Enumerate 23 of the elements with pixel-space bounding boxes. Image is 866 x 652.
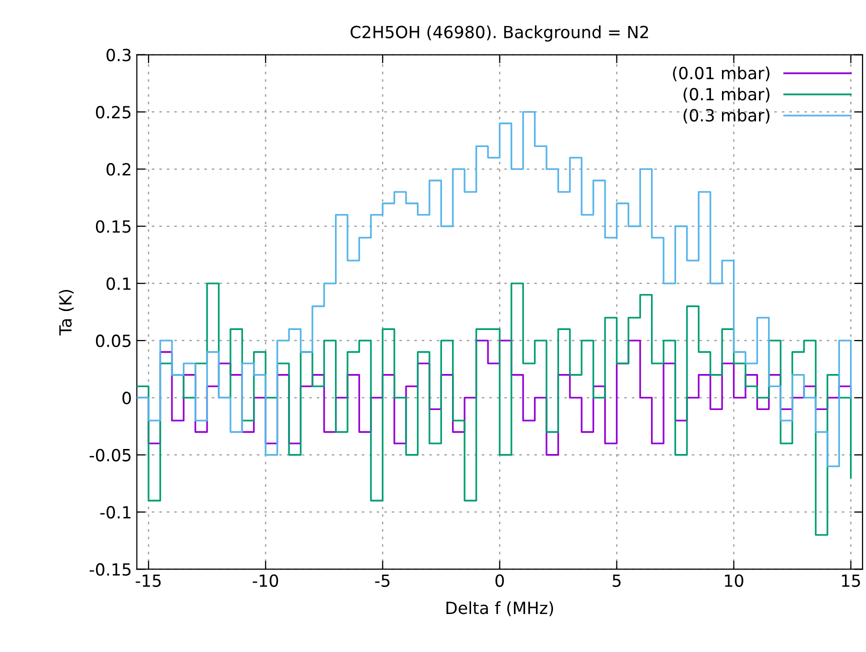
y-tick-label: 0.25 xyxy=(96,106,131,118)
y-tick-label: -0.05 xyxy=(90,448,131,462)
legend-label: (0.01 mbar) xyxy=(673,66,770,82)
y-tick-label: 0.2 xyxy=(106,163,130,176)
x-tick-label: 0 xyxy=(495,574,504,587)
x-tick-label: 10 xyxy=(725,574,744,587)
y-tick-label: 0.3 xyxy=(106,48,131,62)
y-tick-label: 0.15 xyxy=(96,220,131,233)
x-tick-label: -15 xyxy=(136,574,161,587)
legend-label: (0.3 mbar) xyxy=(684,108,770,124)
x-tick-label: 15 xyxy=(842,574,860,587)
x-tick-label: -10 xyxy=(252,574,278,587)
chart-title: C2H5OH (46980). Background = N2 xyxy=(350,25,648,42)
legend-label: (0.1 mbar) xyxy=(684,88,770,102)
x-axis-title: Delta f (MHz) xyxy=(446,601,554,616)
y-tick-label: 0.05 xyxy=(96,334,131,348)
y-tick-label: 0.1 xyxy=(106,277,130,290)
y-tick-label: -0.1 xyxy=(100,506,130,519)
y-tick-label: 0 xyxy=(122,392,131,404)
x-tick-label: -5 xyxy=(375,574,390,587)
y-axis-title: Ta (K) xyxy=(58,290,74,336)
x-tick-label: 5 xyxy=(612,574,621,587)
y-tick-label: -0.15 xyxy=(90,563,131,576)
